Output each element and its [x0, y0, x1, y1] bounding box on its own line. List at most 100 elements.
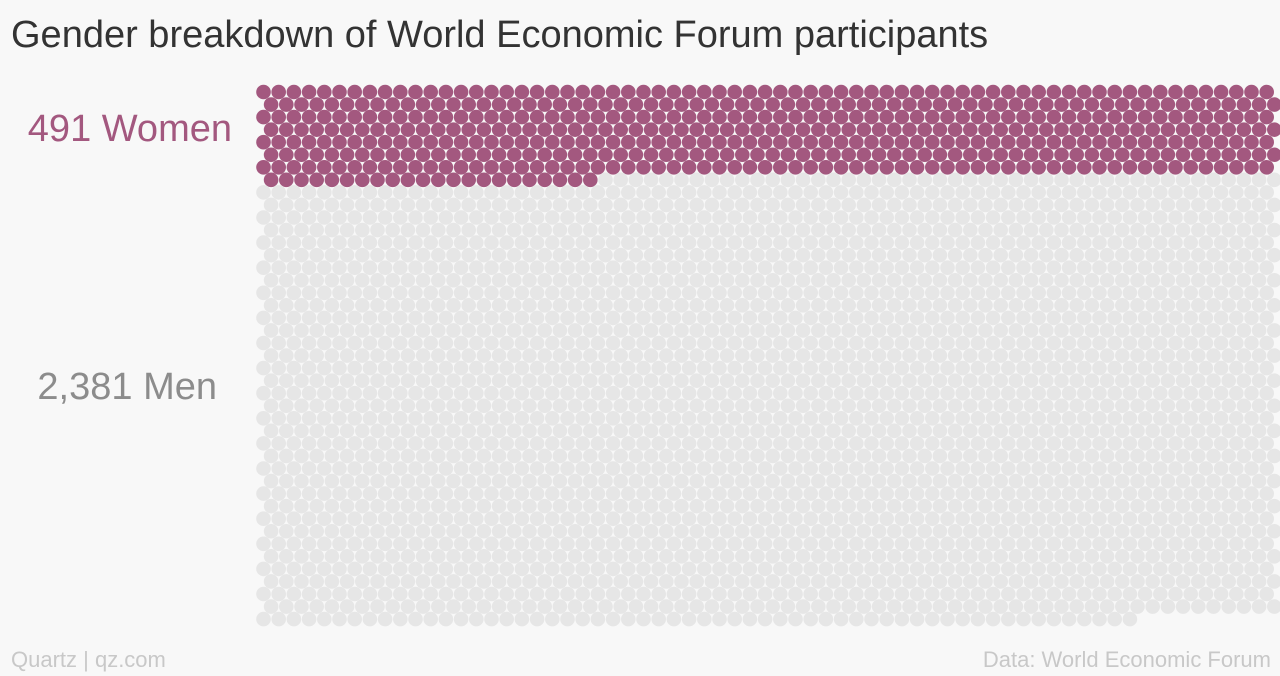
men-dot	[377, 486, 393, 501]
men-dot	[1122, 411, 1138, 426]
men-dot	[681, 310, 697, 326]
women-dot	[636, 160, 651, 175]
men-dot	[1008, 599, 1024, 614]
men-dot	[1244, 335, 1259, 351]
women-dot	[1259, 160, 1274, 175]
men-dot	[917, 599, 932, 614]
men-dot	[324, 323, 340, 338]
men-dot	[256, 611, 271, 627]
men-dot	[689, 423, 704, 439]
men-dot	[279, 323, 294, 338]
women-dot	[773, 134, 788, 150]
men-dot	[1031, 486, 1046, 501]
men-dot	[795, 448, 811, 464]
men-dot	[1267, 272, 1280, 288]
women-dot	[1008, 97, 1024, 112]
men-dot	[1061, 385, 1077, 401]
men-dot	[636, 360, 651, 376]
men-dot	[811, 574, 826, 589]
men-dot	[1099, 473, 1115, 489]
men-dot	[1061, 511, 1077, 526]
men-dot	[347, 486, 363, 501]
men-dot	[1153, 411, 1168, 426]
men-dot	[742, 611, 758, 627]
men-dot	[947, 197, 963, 213]
women-dot	[826, 147, 841, 163]
men-dot	[1023, 523, 1039, 539]
men-dot	[818, 335, 834, 351]
men-dot	[803, 411, 818, 426]
men-dot	[560, 561, 575, 577]
women-dot	[940, 109, 955, 125]
men-dot	[362, 511, 378, 526]
men-dot	[993, 197, 1008, 213]
men-dot	[651, 461, 666, 476]
women-dot	[484, 84, 499, 100]
men-dot	[362, 235, 378, 250]
men-dot	[484, 360, 499, 376]
women-dot	[765, 97, 780, 112]
men-dot	[643, 323, 659, 338]
men-dot	[750, 272, 765, 288]
men-dot	[666, 310, 682, 326]
men-dot	[507, 298, 522, 313]
men-dot	[795, 272, 811, 288]
men-dot	[750, 423, 765, 439]
men-dot	[1001, 260, 1016, 276]
men-dot	[514, 411, 530, 426]
women-dot	[1191, 122, 1206, 137]
women-dot	[993, 122, 1008, 137]
men-dot	[1221, 247, 1236, 263]
men-dot	[1130, 423, 1145, 439]
men-dot	[1008, 523, 1024, 539]
women-dot	[1031, 134, 1046, 150]
men-dot	[757, 411, 773, 426]
men-dot	[773, 185, 788, 200]
women-dot	[1183, 160, 1198, 175]
men-dot	[286, 586, 302, 602]
men-dot	[324, 247, 340, 263]
men-dot	[1099, 247, 1115, 263]
men-dot	[1016, 285, 1031, 301]
men-dot	[1198, 511, 1214, 526]
men-dot	[583, 549, 598, 564]
men-dot	[947, 172, 963, 188]
men-dot	[1046, 335, 1062, 351]
women-dot	[1229, 134, 1244, 150]
men-dot	[925, 486, 940, 501]
men-dot	[499, 210, 514, 225]
men-dot	[605, 436, 621, 451]
men-dot	[332, 461, 347, 476]
women-dot	[719, 122, 735, 137]
men-dot	[1046, 611, 1062, 627]
men-dot	[567, 398, 583, 414]
men-dot	[1137, 436, 1153, 451]
men-dot	[963, 197, 978, 213]
women-dot	[1122, 134, 1138, 150]
women-dot	[377, 84, 393, 100]
men-dot	[1145, 323, 1160, 338]
men-dot	[803, 536, 818, 552]
men-dot	[826, 373, 841, 388]
men-dot	[461, 373, 477, 388]
men-dot	[719, 247, 735, 263]
men-dot	[370, 574, 385, 589]
men-dot	[377, 285, 393, 301]
men-dot	[1054, 197, 1069, 213]
women-dot	[469, 160, 484, 175]
women-dot	[339, 147, 355, 163]
women-dot	[1061, 84, 1077, 100]
men-dot	[438, 260, 454, 276]
women-dot	[598, 97, 613, 112]
men-dot	[529, 185, 545, 200]
men-dot	[453, 235, 469, 250]
men-dot	[575, 436, 590, 451]
men-dot	[469, 586, 484, 602]
men-dot	[514, 360, 530, 376]
men-dot	[963, 549, 978, 564]
men-dot	[1115, 172, 1130, 188]
men-dot	[902, 197, 917, 213]
men-dot	[970, 235, 986, 250]
men-dot	[879, 511, 894, 526]
men-dot	[1077, 260, 1092, 276]
